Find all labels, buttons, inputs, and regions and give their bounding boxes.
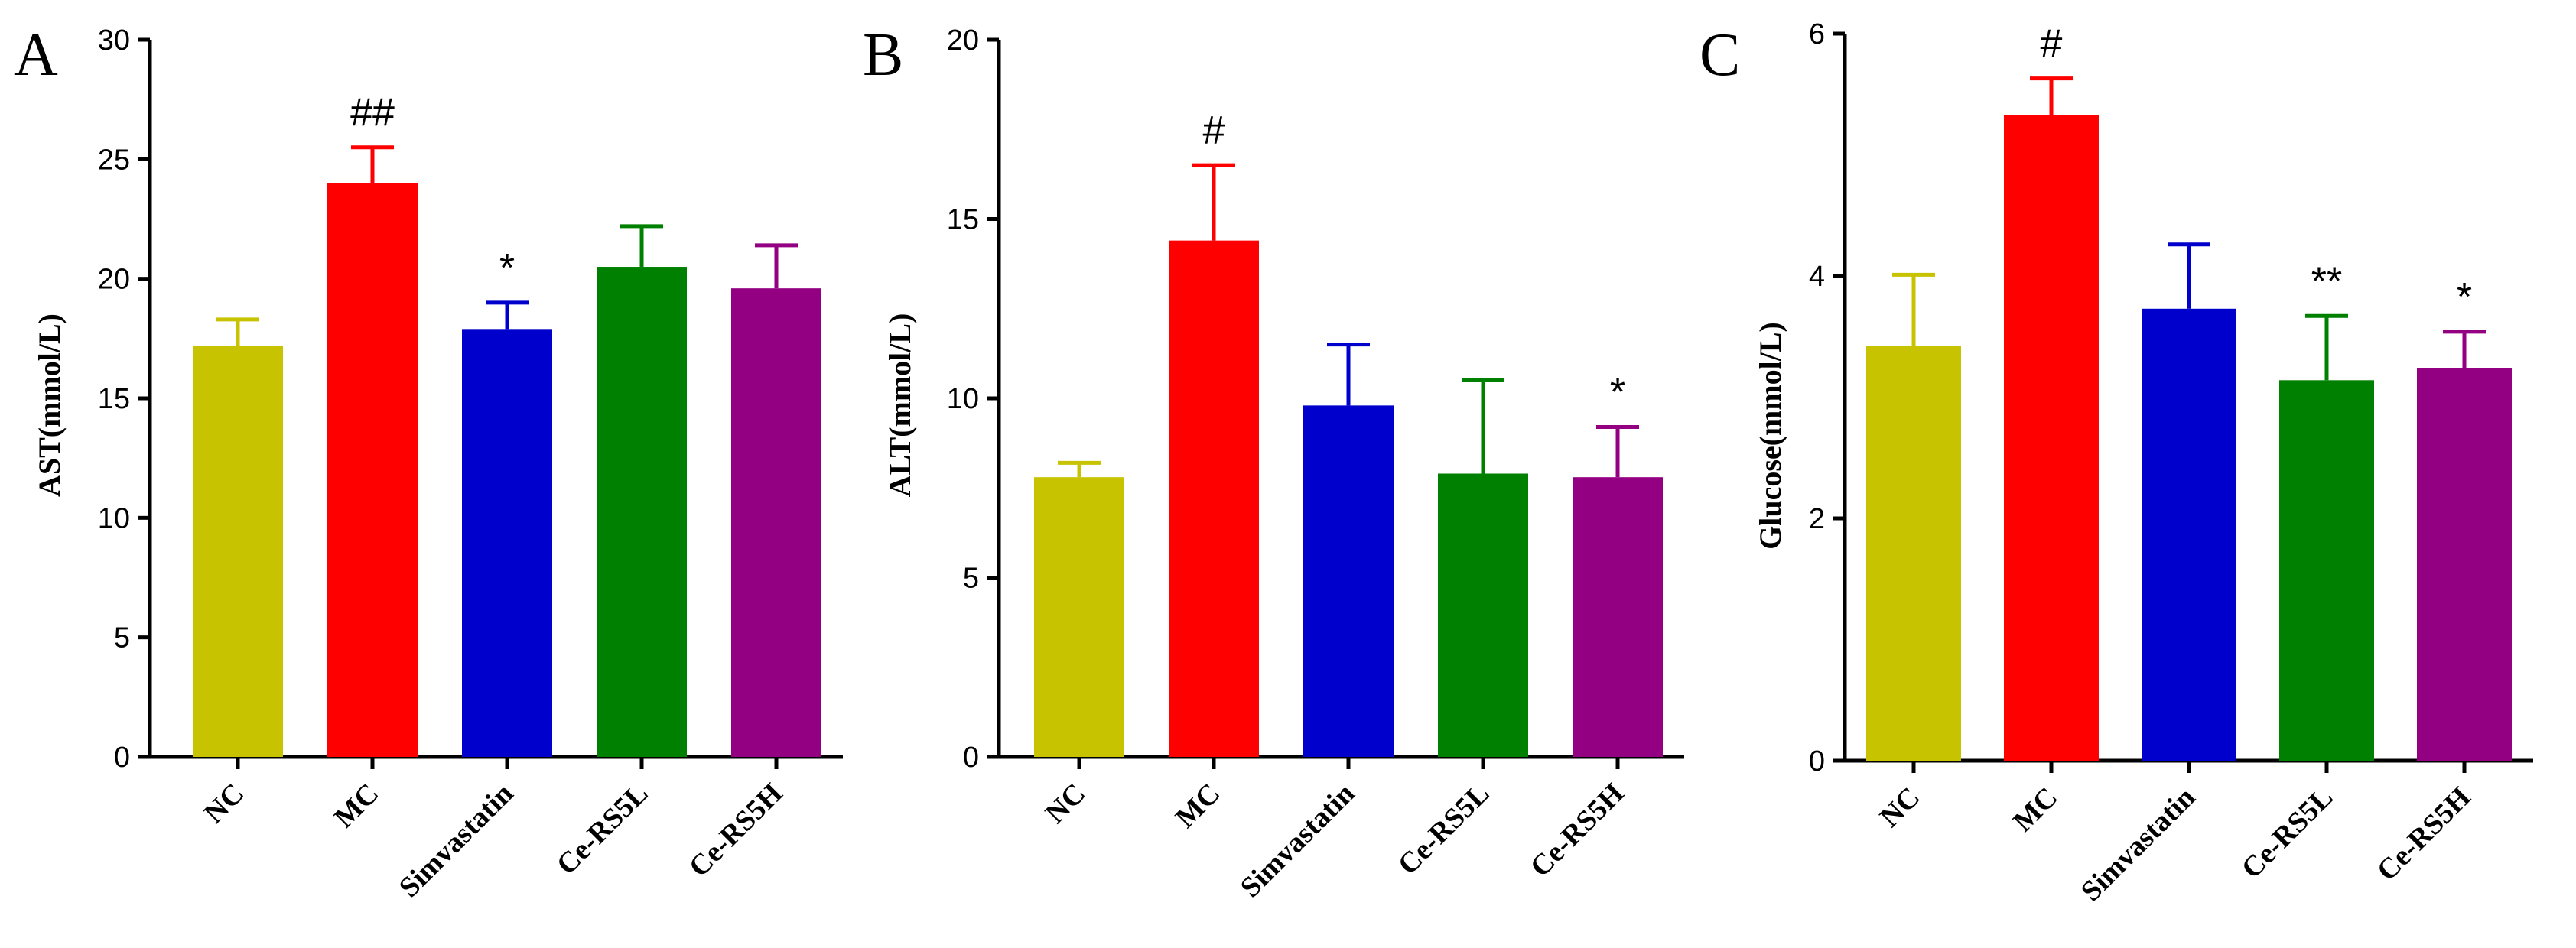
x-tick-label-ce-rs5l: Ce-RS5L xyxy=(2236,781,2340,885)
y-tick-label: 20 xyxy=(947,24,979,57)
bar-simvastatin xyxy=(1303,405,1394,757)
bar-ce-rs5h xyxy=(731,288,821,757)
x-tick-label-mc: MC xyxy=(1169,778,1226,834)
panel-letter-a: A xyxy=(14,21,58,89)
y-axis-label-glucose: Glucose(mmol/L) xyxy=(1753,322,1787,550)
bar-simvastatin xyxy=(462,329,552,757)
x-tick-label-ce-rs5l: Ce-RS5L xyxy=(1392,778,1496,881)
y-tick-label: 5 xyxy=(114,622,130,654)
y-tick-label: 20 xyxy=(98,264,130,296)
y-tick-label: 0 xyxy=(114,742,130,774)
bar-ce-rs5h xyxy=(1573,477,1663,757)
y-tick-label: 2 xyxy=(1809,503,1825,535)
significance-marker: # xyxy=(1203,109,1225,153)
x-tick-label-simvastatin: Simvastatin xyxy=(2075,781,2202,908)
panel-letter-b: B xyxy=(863,21,903,89)
y-tick-label: 15 xyxy=(98,383,130,415)
x-tick-label-mc: MC xyxy=(328,778,385,834)
bar-ce-rs5l xyxy=(597,267,687,757)
y-tick-label: 5 xyxy=(963,563,979,595)
y-tick-label: 30 xyxy=(98,24,130,57)
y-tick-label: 10 xyxy=(98,502,130,534)
x-tick-label-ce-rs5h: Ce-RS5H xyxy=(1524,778,1631,884)
significance-marker: * xyxy=(1610,371,1625,415)
significance-marker: ** xyxy=(2311,259,2342,304)
bar-nc xyxy=(1866,346,1961,761)
significance-marker: # xyxy=(2041,22,2063,67)
bar-ce-rs5l xyxy=(2279,380,2374,761)
significance-marker: * xyxy=(499,246,515,291)
x-tick-label-ce-rs5h: Ce-RS5H xyxy=(683,778,789,884)
bar-mc xyxy=(1169,240,1259,757)
bar-ce-rs5l xyxy=(1438,473,1528,757)
panel-letter-c: C xyxy=(1699,21,1740,89)
y-tick-label: 6 xyxy=(1809,18,1825,50)
bar-mc xyxy=(327,183,418,758)
y-tick-label: 15 xyxy=(947,204,979,236)
x-tick-label-mc: MC xyxy=(2007,781,2064,838)
x-tick-label-nc: NC xyxy=(1874,781,1927,834)
bar-nc xyxy=(1034,477,1124,757)
bar-mc xyxy=(2004,115,2099,761)
panel-c-glucose-chart: C Glucose(mmol/L) 0 2 4 6 NC MC # Simvastatin Ce… xyxy=(1699,18,2533,907)
significance-marker: * xyxy=(2457,275,2472,320)
bar-simvastatin xyxy=(2142,308,2236,761)
bar-nc xyxy=(193,346,283,757)
x-tick-label-ce-rs5l: Ce-RS5L xyxy=(551,778,655,881)
y-tick-label: 0 xyxy=(1809,745,1825,778)
x-tick-label-nc: NC xyxy=(1039,778,1092,830)
panel-b-alt-chart: B ALT(mmol/L) 0 5 10 15 20 NC MC # Simvastatin Ce… xyxy=(863,21,1684,904)
x-tick-label-simvastatin: Simvastatin xyxy=(393,778,520,904)
significance-marker: ## xyxy=(350,91,395,135)
x-tick-label-nc: NC xyxy=(198,778,251,830)
y-axis-label-ast: AST(mmol/L) xyxy=(32,313,67,497)
y-axis-label-alt: ALT(mmol/L) xyxy=(883,313,917,498)
x-tick-label-simvastatin: Simvastatin xyxy=(1234,778,1361,904)
y-tick-label: 4 xyxy=(1809,261,1825,293)
bar-ce-rs5h xyxy=(2417,368,2512,761)
y-tick-label: 25 xyxy=(98,144,130,176)
panel-a-ast-chart: A AST(mmol/L) 0 5 10 15 20 25 30 NC MC ## Simvasta… xyxy=(14,21,843,904)
y-tick-label: 10 xyxy=(947,383,979,415)
x-tick-label-ce-rs5h: Ce-RS5H xyxy=(2371,781,2477,888)
y-tick-label: 0 xyxy=(963,742,979,774)
